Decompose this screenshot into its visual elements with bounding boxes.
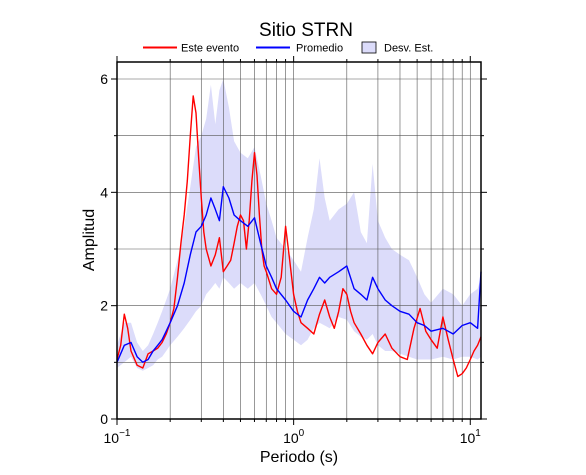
series-line-promedio	[116, 186, 482, 363]
x-tick-label: 101	[460, 428, 482, 446]
x-tick-label: 10−1	[104, 428, 131, 446]
plot-area	[116, 61, 482, 420]
band-layer	[117, 79, 481, 371]
legend-swatch-band	[361, 41, 377, 54]
legend-label: Desv. Est.	[384, 43, 433, 55]
series-line-este-evento	[116, 95, 482, 378]
y-tick-label: 2	[100, 298, 108, 314]
y-tick-label: 4	[100, 184, 108, 200]
y-axis-title: Amplitud	[81, 209, 98, 271]
chart-title: Sitio STRN	[259, 20, 353, 41]
legend-label: Este evento	[181, 43, 239, 55]
x-tick-exponent: −1	[119, 428, 131, 439]
plot-frame	[116, 61, 482, 420]
plot-background	[117, 62, 481, 419]
legend: Este evento Promedio Desv. Est.	[143, 41, 433, 55]
x-axis-title: Periodo (s)	[260, 449, 338, 466]
series-layer	[116, 95, 482, 378]
legend-label: Promedio	[296, 43, 343, 55]
std-dev-band	[117, 79, 481, 371]
x-tick-exponent: 1	[475, 428, 481, 439]
x-tick-exponent: 0	[299, 428, 305, 439]
y-tick-label: 6	[100, 71, 108, 87]
y-tick-label: 0	[100, 411, 108, 427]
x-tick-label: 100	[283, 428, 305, 446]
